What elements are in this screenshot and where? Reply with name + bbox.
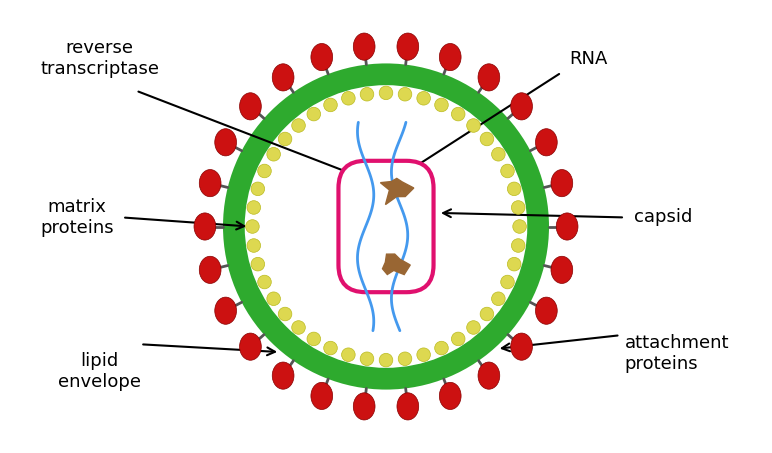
Ellipse shape <box>361 87 374 101</box>
Ellipse shape <box>452 107 465 121</box>
Ellipse shape <box>267 292 280 305</box>
Ellipse shape <box>417 348 431 361</box>
Polygon shape <box>382 254 410 275</box>
Ellipse shape <box>361 352 374 366</box>
Ellipse shape <box>199 169 221 197</box>
Ellipse shape <box>307 332 320 346</box>
Ellipse shape <box>501 164 514 178</box>
Text: capsid: capsid <box>634 208 692 226</box>
Ellipse shape <box>439 382 461 410</box>
Ellipse shape <box>480 132 494 146</box>
Ellipse shape <box>398 87 411 101</box>
Ellipse shape <box>245 85 527 368</box>
Ellipse shape <box>292 119 305 132</box>
Ellipse shape <box>239 333 261 360</box>
Ellipse shape <box>511 201 525 214</box>
Ellipse shape <box>452 332 465 346</box>
Ellipse shape <box>341 92 355 105</box>
Ellipse shape <box>199 256 221 284</box>
Ellipse shape <box>478 362 499 389</box>
Ellipse shape <box>267 148 280 161</box>
Ellipse shape <box>341 348 355 361</box>
Ellipse shape <box>398 352 411 366</box>
Ellipse shape <box>251 182 265 196</box>
Ellipse shape <box>511 333 533 360</box>
Ellipse shape <box>513 220 527 233</box>
Ellipse shape <box>258 275 271 289</box>
Ellipse shape <box>379 86 393 100</box>
Ellipse shape <box>507 182 521 196</box>
Ellipse shape <box>492 292 505 305</box>
Ellipse shape <box>354 393 375 420</box>
Ellipse shape <box>417 92 431 105</box>
Ellipse shape <box>354 33 375 60</box>
Ellipse shape <box>239 93 261 120</box>
Ellipse shape <box>307 107 320 121</box>
Ellipse shape <box>323 341 337 355</box>
Ellipse shape <box>245 220 259 233</box>
Ellipse shape <box>311 382 333 410</box>
Ellipse shape <box>480 307 494 321</box>
Ellipse shape <box>311 43 333 71</box>
Ellipse shape <box>247 239 261 252</box>
Text: reverse
transcriptase: reverse transcriptase <box>40 39 159 78</box>
Polygon shape <box>381 178 414 205</box>
Ellipse shape <box>492 148 505 161</box>
Ellipse shape <box>511 239 525 252</box>
Ellipse shape <box>467 119 480 132</box>
Ellipse shape <box>273 64 294 91</box>
Ellipse shape <box>273 362 294 389</box>
Ellipse shape <box>435 341 449 355</box>
Ellipse shape <box>278 132 292 146</box>
Ellipse shape <box>536 297 557 324</box>
Ellipse shape <box>278 307 292 321</box>
Ellipse shape <box>439 43 461 71</box>
FancyBboxPatch shape <box>338 161 434 292</box>
Ellipse shape <box>557 213 578 240</box>
Ellipse shape <box>247 201 261 214</box>
Ellipse shape <box>551 169 573 197</box>
Ellipse shape <box>251 257 265 271</box>
Ellipse shape <box>223 63 549 390</box>
Ellipse shape <box>435 98 449 112</box>
Ellipse shape <box>292 321 305 334</box>
Ellipse shape <box>511 93 533 120</box>
Ellipse shape <box>215 297 236 324</box>
Ellipse shape <box>215 129 236 156</box>
Text: matrix
proteins: matrix proteins <box>40 198 113 237</box>
Text: RNA: RNA <box>570 50 608 68</box>
Ellipse shape <box>194 213 215 240</box>
Ellipse shape <box>478 64 499 91</box>
Ellipse shape <box>536 129 557 156</box>
Ellipse shape <box>258 164 271 178</box>
Text: lipid
envelope: lipid envelope <box>58 352 141 391</box>
Ellipse shape <box>467 321 480 334</box>
Ellipse shape <box>501 275 514 289</box>
Ellipse shape <box>551 256 573 284</box>
Ellipse shape <box>397 393 418 420</box>
Ellipse shape <box>323 98 337 112</box>
Ellipse shape <box>397 33 418 60</box>
Text: attachment
proteins: attachment proteins <box>625 334 730 373</box>
Ellipse shape <box>507 257 521 271</box>
Ellipse shape <box>379 353 393 367</box>
